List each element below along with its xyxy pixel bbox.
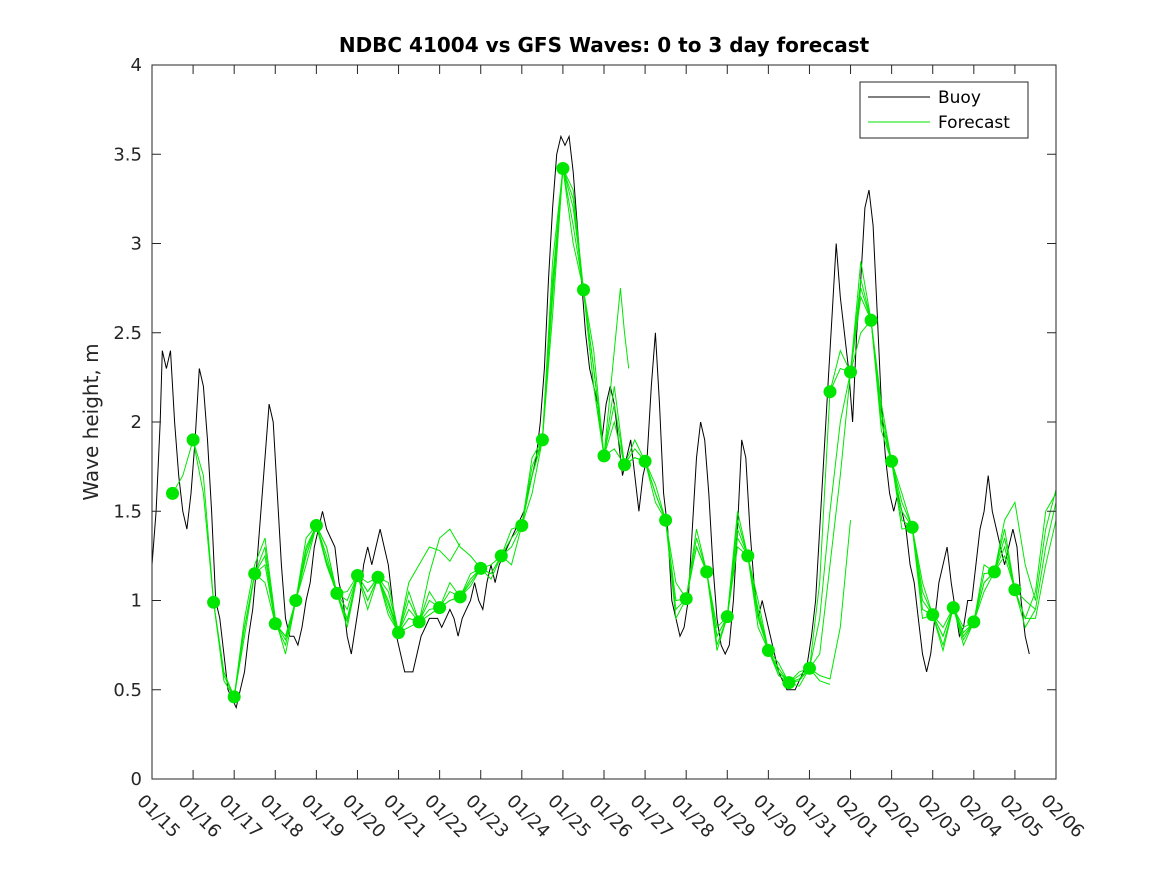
forecast-marker	[700, 565, 714, 579]
y-tick-label: 0.5	[113, 680, 142, 701]
y-axis-ticks: 0 0.5 1 1.5 2 2.5 3 3.5 4	[113, 55, 1056, 790]
forecast-marker	[946, 601, 960, 615]
forecast-marker	[186, 433, 200, 447]
y-tick-label: 4	[131, 55, 142, 76]
y-tick-label: 0	[131, 769, 142, 790]
forecast-marker	[351, 569, 364, 582]
forecast-marker	[227, 690, 241, 704]
forecast-marker	[987, 565, 1001, 579]
y-tick-label: 2	[131, 412, 142, 433]
forecast-marker	[926, 608, 940, 622]
forecast-run-line	[398, 543, 461, 633]
forecast-run-line	[993, 489, 1056, 601]
forecast-marker	[433, 601, 447, 615]
forecast-marker	[268, 617, 282, 631]
y-tick-label: 3.5	[113, 144, 142, 165]
legend: Buoy Forecast	[859, 81, 1029, 139]
forecast-marker	[494, 549, 508, 563]
forecast-marker	[248, 567, 262, 581]
forecast-marker	[556, 162, 570, 175]
forecast-marker	[597, 449, 611, 463]
y-axis-label: Wave height, m	[79, 343, 103, 500]
forecast-marker	[207, 595, 221, 609]
forecast-marker	[577, 283, 590, 297]
forecast-run-line	[809, 279, 913, 669]
forecast-run-line	[1014, 493, 1056, 620]
forecast-run-line	[418, 528, 482, 623]
forecast-marker	[166, 486, 179, 500]
forecast-run-line	[603, 288, 630, 456]
y-tick-label: 1.5	[113, 501, 142, 522]
forecast-marker	[371, 570, 385, 584]
forecast-marker	[474, 561, 488, 575]
forecast-marker	[885, 454, 899, 468]
forecast-marker	[679, 592, 693, 606]
forecast-marker	[967, 615, 981, 629]
forecast-marker	[453, 590, 467, 604]
forecast-marker	[309, 519, 323, 532]
forecast-marker	[412, 615, 426, 629]
forecast-marker	[761, 644, 775, 657]
forecast-run-line	[480, 166, 584, 575]
chart-title: NDBC 41004 vs GFS Waves: 0 to 3 day fore…	[339, 33, 870, 57]
forecast-markers	[166, 162, 1022, 704]
legend-buoy-label: Buoy	[938, 88, 981, 108]
forecast-marker	[741, 549, 755, 563]
y-tick-label: 2.5	[113, 323, 142, 344]
legend-forecast-label: Forecast	[938, 113, 1010, 133]
forecast-marker	[844, 365, 857, 379]
forecast-marker	[515, 519, 529, 532]
forecast-marker	[535, 433, 549, 447]
forecast-marker	[905, 520, 919, 534]
forecast-marker	[659, 513, 673, 527]
forecast-marker	[803, 661, 816, 675]
forecast-marker	[289, 594, 303, 607]
forecast-run-line	[768, 319, 872, 684]
forecast-marker	[330, 586, 344, 600]
forecast-marker	[864, 313, 878, 327]
y-tick-label: 1	[131, 591, 142, 612]
forecast-run-line	[541, 168, 646, 467]
legend-box	[859, 81, 1029, 139]
forecast-run-line	[747, 520, 851, 684]
y-tick-label: 3	[131, 234, 142, 255]
forecast-marker	[638, 454, 652, 468]
forecast-marker	[823, 385, 837, 399]
forecast-marker	[1008, 583, 1022, 597]
forecast-marker	[782, 676, 796, 690]
forecast-marker	[720, 610, 734, 624]
forecast-marker	[618, 458, 631, 472]
forecast-marker	[392, 626, 405, 640]
